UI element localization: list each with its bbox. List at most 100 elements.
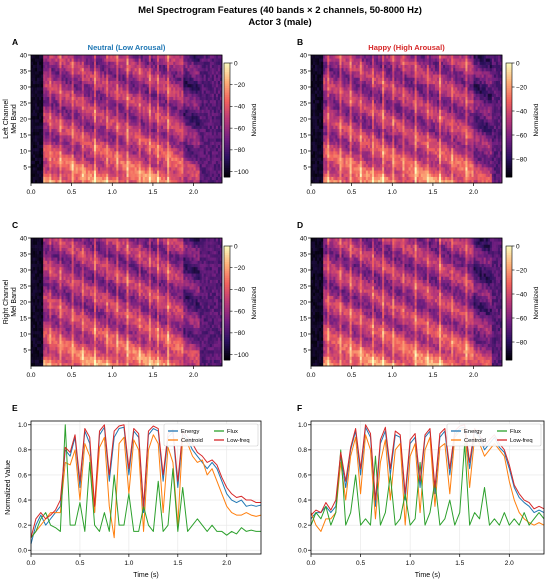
heatmap-cell [144, 173, 148, 177]
heatmap-cell [37, 167, 40, 171]
y-axis-label: Left Channel [3, 99, 10, 139]
heatmap-cell [201, 138, 205, 142]
heatmap-cell [69, 74, 72, 78]
heatmap-cell [138, 147, 142, 152]
heatmap-cell [57, 128, 60, 133]
heatmap-cell [102, 147, 105, 152]
heatmap-cell [311, 131, 314, 136]
heatmap-cell [349, 167, 352, 171]
heatmap-cell [142, 71, 146, 75]
heatmap-cell [209, 109, 213, 113]
heatmap-cell [331, 58, 334, 62]
heatmap-cell [53, 160, 56, 165]
heatmap-cell [150, 144, 154, 149]
heatmap-cell [120, 83, 123, 88]
heatmap-cell [144, 61, 148, 65]
heatmap-cell [71, 176, 75, 181]
heatmap-cell [321, 90, 324, 94]
heatmap-cell [217, 173, 221, 177]
heatmap-cell [77, 77, 81, 81]
heatmap-cell [213, 90, 217, 94]
heatmap-cell [313, 122, 316, 126]
heatmap-cell [361, 163, 365, 168]
heatmap-cell [337, 93, 340, 97]
heatmap-cell [167, 77, 170, 81]
heatmap-cell [207, 55, 211, 59]
heatmap-cell [104, 93, 107, 97]
heatmap-cell [112, 144, 115, 149]
heatmap-cell [191, 83, 194, 88]
heatmap-cell [77, 173, 81, 177]
heatmap-cell [219, 77, 223, 81]
heatmap-cell [175, 128, 178, 133]
heatmap-cell [189, 115, 192, 120]
heatmap-cell [171, 109, 174, 113]
heatmap-cell [39, 138, 42, 142]
heatmap-cell [189, 87, 192, 91]
heatmap-cell [37, 61, 40, 65]
heatmap-cell [179, 109, 182, 113]
heatmap-cell [55, 154, 58, 158]
heatmap-cell [185, 131, 188, 136]
heatmap-cell [91, 109, 95, 113]
heatmap-cell [61, 160, 64, 165]
heatmap-cell [333, 67, 336, 72]
heatmap-cell [122, 93, 125, 97]
heatmap-cell [359, 179, 363, 184]
heatmap-cell [31, 90, 34, 94]
heatmap-cell [347, 115, 350, 120]
heatmap-cell [140, 83, 144, 88]
heatmap-cell [161, 115, 164, 120]
heatmap-cell [142, 83, 146, 88]
heatmap-cell [122, 167, 125, 171]
heatmap-cell [177, 122, 180, 126]
heatmap-cell [325, 154, 328, 158]
heatmap-cell [39, 87, 42, 91]
heatmap-cell [323, 141, 326, 145]
heatmap-cell [189, 103, 192, 107]
heatmap-cell [361, 131, 365, 136]
heatmap-cell [91, 80, 95, 85]
heatmap-cell [124, 61, 127, 65]
heatmap-cell [177, 119, 180, 123]
heatmap-cell [114, 176, 117, 181]
heatmap-cell [209, 87, 213, 91]
heatmap-cell [98, 147, 101, 152]
heatmap-cell [85, 112, 89, 117]
heatmap-cell [67, 80, 70, 85]
heatmap-cell [165, 151, 168, 155]
heatmap-cell [347, 154, 350, 158]
heatmap-cell [203, 106, 207, 110]
heatmap-cell [163, 90, 166, 94]
heatmap-cell [63, 147, 66, 152]
heatmap-cell [154, 71, 158, 75]
heatmap-cell [363, 93, 367, 97]
heatmap-cell [207, 64, 211, 69]
heatmap-cell [63, 151, 66, 155]
heatmap-cell [59, 109, 62, 113]
heatmap-cell [134, 125, 138, 129]
heatmap-cell [331, 160, 334, 165]
heatmap-cell [39, 163, 42, 168]
heatmap-cell [311, 106, 314, 110]
heatmap-cell [144, 179, 148, 184]
heatmap-cell [124, 160, 127, 165]
heatmap-cell [83, 67, 87, 72]
heatmap-cell [169, 55, 172, 59]
heatmap-cell [73, 55, 77, 59]
heatmap-cell [118, 173, 121, 177]
heatmap-cell [347, 128, 350, 133]
heatmap-cell [98, 67, 101, 72]
heatmap-cell [321, 80, 324, 85]
heatmap-cell [163, 87, 166, 91]
heatmap-cell [349, 83, 352, 88]
heatmap-cell [347, 112, 350, 117]
heatmap-cell [165, 141, 168, 145]
heatmap-cell [148, 71, 152, 75]
heatmap-cell [315, 128, 318, 133]
heatmap-cell [112, 160, 115, 165]
heatmap-cell [337, 106, 340, 110]
heatmap-cell [59, 96, 62, 101]
heatmap-cell [319, 135, 322, 139]
heatmap-cell [100, 167, 103, 171]
